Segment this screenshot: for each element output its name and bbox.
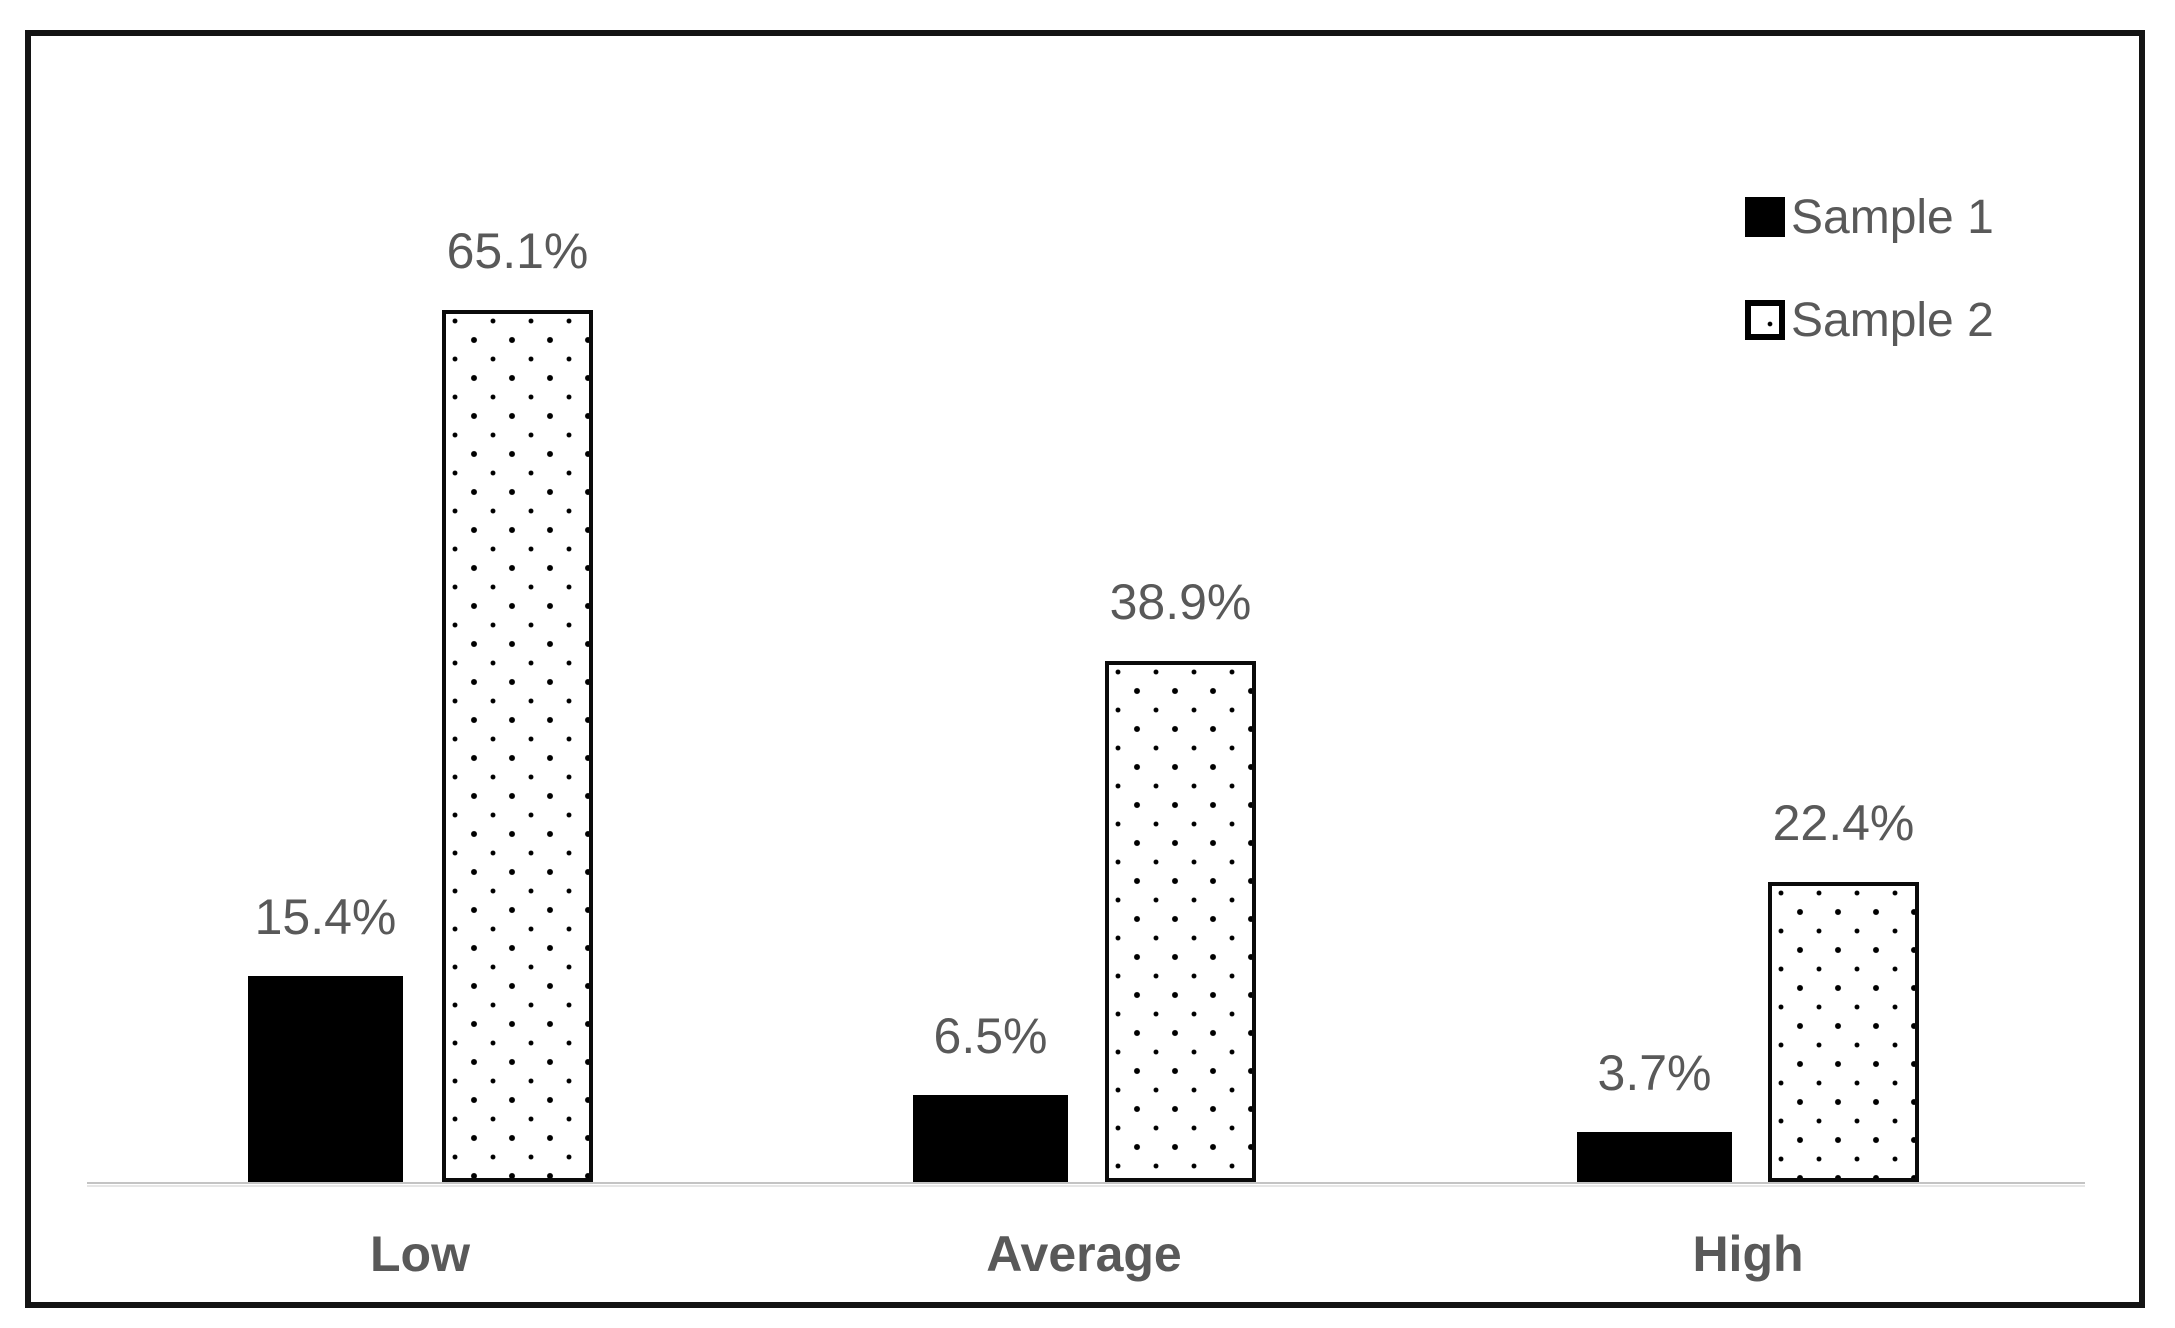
bar-sample2-high (1768, 882, 1919, 1182)
legend-item-sample1: Sample 1 (1745, 191, 1994, 244)
legend-label-sample2: Sample 2 (1791, 293, 1994, 347)
bar-sample2-low (442, 310, 593, 1182)
legend-label-sample1: Sample 1 (1791, 190, 1994, 244)
legend-item-sample2: Sample 2 (1745, 294, 1994, 347)
data-label-sample1-average: 6.5% (933, 1008, 1048, 1064)
legend-swatch-solid-icon (1745, 197, 1785, 237)
legend: Sample 1 Sample 2 (1745, 191, 1994, 399)
data-label-sample1-low: 15.4% (254, 889, 397, 945)
bar-sample1-average (913, 1095, 1068, 1182)
x-axis-label-average: Average (986, 1226, 1182, 1282)
bar-sample1-high (1577, 1132, 1732, 1182)
legend-swatch-dotted-icon (1745, 300, 1785, 340)
x-axis-line (87, 1182, 2085, 1187)
data-label-sample2-average: 38.9% (1109, 574, 1252, 630)
x-axis-label-low: Low (370, 1226, 470, 1282)
bar-sample2-average (1105, 661, 1256, 1182)
x-axis-label-high: High (1692, 1226, 1804, 1282)
bar-sample1-low (248, 976, 403, 1182)
data-label-sample2-high: 22.4% (1772, 795, 1915, 851)
data-label-sample2-low: 65.1% (446, 223, 589, 279)
data-label-sample1-high: 3.7% (1597, 1045, 1712, 1101)
